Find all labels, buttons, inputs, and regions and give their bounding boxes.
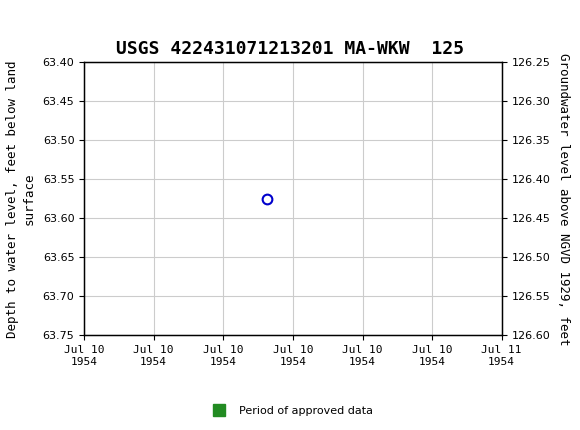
Y-axis label: Groundwater level above NGVD 1929, feet: Groundwater level above NGVD 1929, feet — [557, 52, 570, 345]
Y-axis label: Depth to water level, feet below land
surface: Depth to water level, feet below land su… — [6, 60, 36, 338]
Legend: Period of approved data: Period of approved data — [203, 401, 377, 420]
Text: USGS 422431071213201 MA-WKW  125: USGS 422431071213201 MA-WKW 125 — [116, 40, 464, 58]
Text: ▒USGS: ▒USGS — [6, 11, 91, 34]
